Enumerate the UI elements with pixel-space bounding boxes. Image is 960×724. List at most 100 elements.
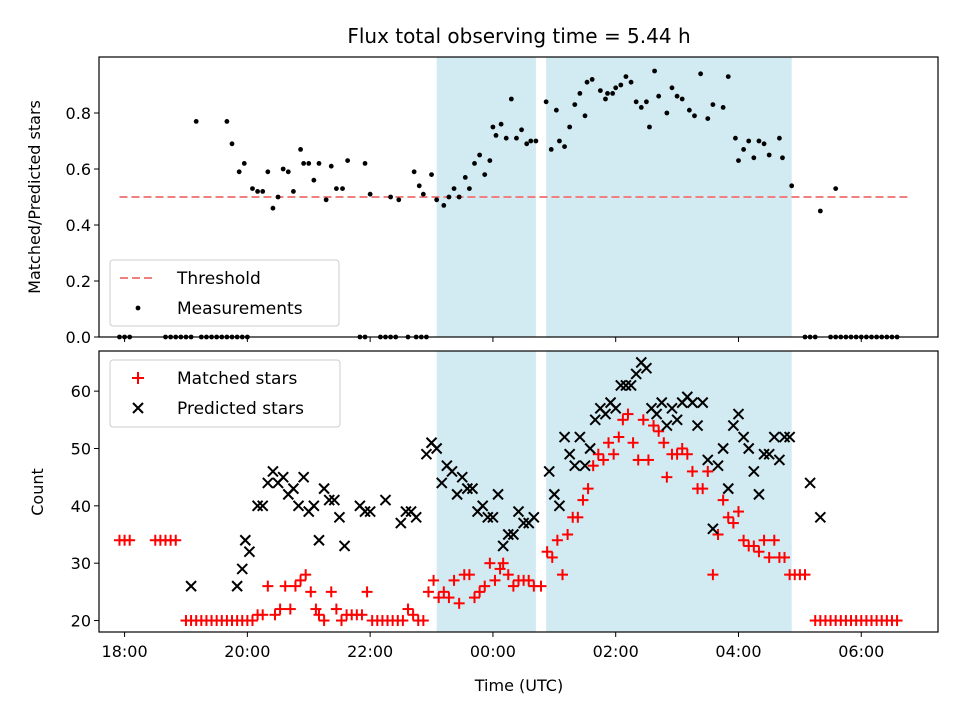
measurement-point [519,127,524,133]
x-b [507,528,520,541]
y-tick-label: 40 [71,497,91,516]
x-b [681,391,694,403]
legend-label: Predicted stars [177,399,304,419]
x-b [804,477,816,489]
matched-star-point [556,569,568,581]
measurement-point [705,116,711,121]
matched-star-point [661,471,673,483]
matched-star-point [502,569,514,581]
predicted-star-point [318,482,330,495]
x-b [768,431,780,443]
matched-star-point [653,425,665,437]
matched-star-point [622,408,634,420]
predicted-star-point [574,431,586,443]
x-b [579,459,591,472]
measurement-point [736,158,741,164]
x-b [615,379,627,392]
predicted-star-point [239,534,252,546]
predicted-star-point [482,511,494,524]
predicted-star-point [420,448,433,460]
x-b [748,465,760,478]
measurement-point [777,135,782,141]
matched-star-point [702,465,714,477]
measurement-point [589,77,595,82]
x-b [497,540,509,552]
measurement-point [669,85,675,91]
x-b [635,356,647,369]
measurement-point [255,189,260,194]
predicted-star-point [456,471,468,483]
matched-star-point [257,609,269,621]
matched-star-point [671,448,683,460]
x-b [783,431,796,443]
matched-star-point [494,563,506,575]
measurement-point [503,135,509,141]
x-b [441,459,453,472]
measurement-point [603,96,608,102]
x-b [543,465,555,478]
measurement-point [633,99,639,105]
matched-star-point [779,551,791,563]
x-b [589,414,601,426]
matched-star-point [681,448,693,460]
x-b [609,402,622,415]
x-b [548,488,561,501]
x-b [691,419,704,432]
predicted-star-point [579,459,591,472]
predicted-star-point [737,431,750,443]
x-b [650,408,663,420]
measurement-point [306,161,312,166]
measurement-point [761,141,767,147]
measurement-point [291,189,296,194]
matched-star-point [712,529,724,541]
measurement-point [270,205,276,211]
measurement-point [584,79,590,85]
measurement-point [388,194,394,200]
top-ylabel: Matched/Predicted stars [25,100,44,294]
y-tick-label: 0.4 [66,216,91,235]
x-b [743,442,755,455]
matched-star-point [448,574,460,586]
matched-star-point [748,540,760,552]
predicted-star-point [267,465,279,478]
x-b [666,402,678,415]
x-b [707,523,719,535]
predicted-star-point [410,511,422,524]
matched-star-point [717,494,729,506]
measurement-point [623,74,629,79]
x-b [292,500,305,512]
measurement-point [451,186,457,192]
measurement-point [733,135,738,141]
measurement-point [362,161,368,166]
measurement-point [285,169,291,175]
x-b [333,511,346,524]
x-tick-label: 22:00 [347,642,393,661]
matched-star-point [330,603,342,615]
predicted-star-point [722,482,734,495]
measurement-point [236,169,242,175]
matched-star-point [313,609,325,621]
x-b [574,431,586,443]
predicted-star-point [778,431,791,443]
predicted-star-point [712,459,724,472]
measurement-point [756,138,762,144]
x-b [702,454,714,466]
matched-star-point [300,569,312,581]
measurement-point [466,186,472,192]
observing-window [546,351,792,632]
measurement-point [746,138,752,144]
y-tick-label: 0.2 [66,272,91,291]
x-b [763,448,775,460]
x-tick-label: 00:00 [470,642,516,661]
matched-star-point [648,420,660,432]
matched-star-point [676,442,688,454]
x-b [553,500,566,512]
predicted-star-point [650,408,663,420]
predicted-star-point [717,442,729,455]
x-b [461,482,474,495]
legend-label: Measurements [177,299,303,319]
predicted-star-point [287,482,300,495]
x-b [686,396,699,409]
predicted-star-point [308,500,320,512]
chart-title: Flux total observing time = 5.44 h [347,24,690,48]
